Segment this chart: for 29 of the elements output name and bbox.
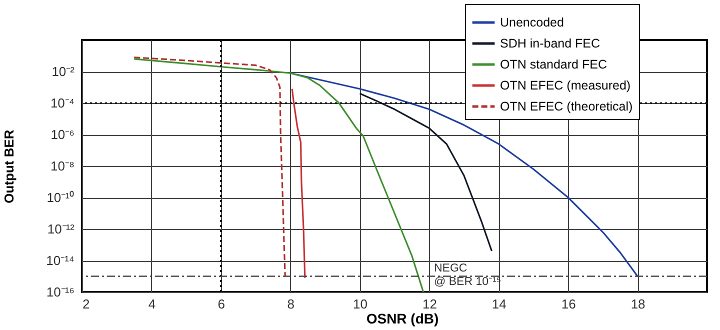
x-tick-label: 8 — [287, 296, 294, 312]
x-tick-label: 16 — [561, 296, 576, 312]
legend-label: OTN standard FEC — [500, 58, 607, 72]
line-series — [133, 58, 424, 292]
legend-label: OTN EFEC (theoretical) — [500, 100, 633, 114]
legend-label: Unencoded — [500, 16, 564, 30]
legend-label: SDH in-band FEC — [500, 36, 600, 50]
line-series — [290, 72, 638, 278]
x-tick-label: 6 — [218, 296, 226, 312]
legend-label: OTN EFEC (measured) — [500, 78, 631, 92]
x-tick-label: 18 — [630, 296, 646, 312]
y-tick-label: 10⁻² — [52, 64, 76, 79]
y-tick-label: 10⁻⁸ — [50, 158, 74, 174]
y-tick-label: 10⁻⁶ — [50, 127, 74, 142]
x-tick-label: 14 — [492, 296, 506, 312]
x-tick-label: 2 — [82, 296, 90, 312]
y-axis-title: Output BER — [2, 129, 16, 204]
line-series — [358, 92, 493, 252]
line-series — [291, 88, 306, 279]
y-tick-label: 10⁻¹² — [47, 222, 76, 236]
y-tick-label: 10⁻¹⁶ — [46, 284, 74, 300]
x-tick-label: 4 — [148, 296, 156, 312]
y-tick-label: 10⁻¹⁴ — [46, 253, 74, 268]
line-series — [133, 56, 286, 278]
x-tick-label: 12 — [422, 296, 437, 312]
y-tick-label: 10⁻¹⁰ — [46, 190, 74, 205]
x-tick-label: 10 — [353, 296, 368, 312]
y-tick-label: 10⁻⁴ — [50, 96, 74, 110]
x-axis-title: OSNR (dB) — [366, 310, 439, 326]
